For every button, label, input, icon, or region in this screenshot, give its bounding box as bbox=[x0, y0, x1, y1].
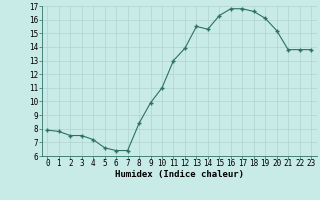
X-axis label: Humidex (Indice chaleur): Humidex (Indice chaleur) bbox=[115, 170, 244, 179]
